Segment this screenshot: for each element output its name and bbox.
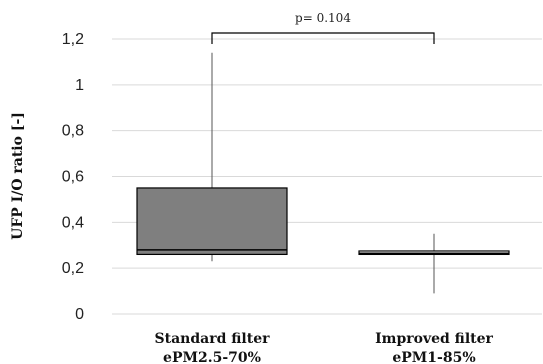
y-tick-label: 0,6 (62, 169, 84, 186)
y-tick-label: 0 (75, 306, 84, 323)
y-axis-label: UFP I/O ratio [-] (10, 112, 26, 240)
y-tick-label: 0,2 (62, 260, 84, 277)
y-axis-ticks: 0 0,2 0,4 0,6 0,8 1 1,2 (62, 31, 84, 323)
significance-bracket (211, 32, 435, 44)
x-category-label-line1: Improved filter (375, 331, 493, 347)
x-category-label-line2: ePM1-85% (392, 350, 475, 364)
p-value-label: p= 0.104 (295, 11, 351, 25)
y-tick-label: 0,4 (62, 214, 84, 231)
x-axis-categories: Standard filter ePM2.5-70% Improved filter… (155, 331, 494, 364)
y-tick-label: 0,8 (62, 123, 84, 140)
grid-layer (112, 38, 542, 315)
y-tick-label: 1,2 (62, 31, 84, 48)
x-category-label-line2: ePM2.5-70% (163, 350, 261, 364)
y-tick-label: 1 (75, 77, 84, 94)
annotation-layer: p= 0.104 (211, 11, 435, 44)
boxes-layer (136, 52, 510, 294)
box-iqr (136, 187, 288, 256)
x-category-label-line1: Standard filter (155, 331, 271, 347)
